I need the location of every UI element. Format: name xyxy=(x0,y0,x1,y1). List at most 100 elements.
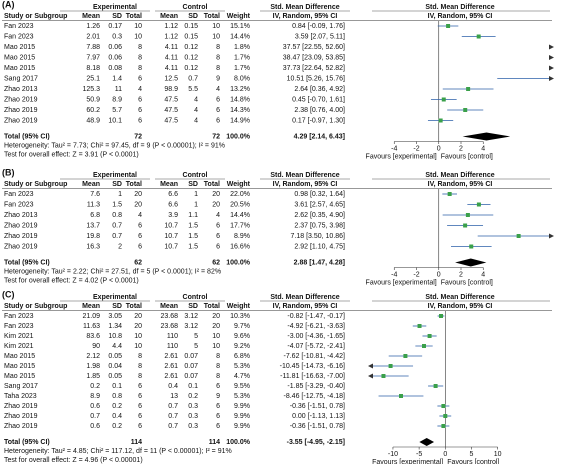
cell: -4.07 [-5.72, -2.41] xyxy=(287,343,345,350)
effect-square xyxy=(469,244,474,249)
cell: Kim 2021 xyxy=(4,333,34,340)
cell: 2.12 xyxy=(86,353,100,360)
column-header: Weight xyxy=(227,181,251,188)
column-header: Study or Subgroup xyxy=(4,303,67,310)
cell: 125.3 xyxy=(82,86,100,93)
cell: Kim 2021 xyxy=(4,343,34,350)
cell: 2.62 [0.35, 4.90] xyxy=(294,212,345,219)
cell: 2.37 [0.75, 3.98] xyxy=(294,222,345,229)
x-tick-label: -2 xyxy=(413,145,419,152)
effect-square xyxy=(381,374,386,378)
cell: 8 xyxy=(216,373,220,380)
cell: 0.06 xyxy=(108,54,122,61)
cell: Mao 2015 xyxy=(4,54,35,61)
cell: 1.5 xyxy=(188,233,198,240)
column-header: SD xyxy=(188,181,198,188)
x-tick-label: 2 xyxy=(459,271,463,278)
cell: -8.46 [-12.75, -4.18] xyxy=(284,393,346,400)
cell: 6 xyxy=(138,413,142,420)
cell: 4.4 xyxy=(112,343,122,350)
cell: 10 xyxy=(212,23,220,30)
cell: 8.18 xyxy=(86,65,100,72)
effect-square xyxy=(438,118,443,123)
cell: 10 xyxy=(134,333,142,340)
cell: 12.5 xyxy=(164,75,178,82)
cell: 6.6 xyxy=(168,191,178,198)
cell: 13 xyxy=(170,393,178,400)
cell: 1.85 xyxy=(86,373,100,380)
column-header: IV, Random, 95% CI xyxy=(428,181,493,188)
cell: 5.5 xyxy=(188,86,198,93)
cell: 19.8 xyxy=(86,233,100,240)
cell: 6 xyxy=(138,117,142,124)
cell: 3.59 [2.07, 5.11] xyxy=(295,33,345,40)
overall-effect: Test for overall effect: Z = 3.91 (P < 0… xyxy=(4,151,139,158)
cell: 16.3 xyxy=(86,243,100,250)
cell: 3.05 xyxy=(108,313,122,320)
cell: 20 xyxy=(134,201,142,208)
cell: 13.2% xyxy=(230,86,250,93)
cell: 4 xyxy=(194,107,198,114)
column-header: Study or Subgroup xyxy=(4,181,67,188)
total-cell: 72 xyxy=(134,133,142,140)
cell: 9 xyxy=(216,393,220,400)
cell: Zhao 2019 xyxy=(4,423,38,430)
effect-square xyxy=(427,334,432,338)
cell: 14.3% xyxy=(230,107,250,114)
cell: 25.1 xyxy=(86,75,100,82)
cell: 8.9 xyxy=(112,96,122,103)
total-cell: -3.55 [-4.95, -2.15] xyxy=(287,439,345,446)
cell: 0.17 [-0.97, 1.30] xyxy=(292,117,345,124)
cell: 0.45 [-0.70, 1.61] xyxy=(292,96,345,103)
cell: 4 xyxy=(194,117,198,124)
panel-label: (C) xyxy=(2,289,15,299)
cell: 0.3 xyxy=(188,423,198,430)
column-header: Study or Subgroup xyxy=(4,13,67,20)
group-header: Std. Mean Difference xyxy=(425,4,494,11)
cell: 20 xyxy=(134,313,142,320)
cell: Mao 2015 xyxy=(4,353,35,360)
cell: 6 xyxy=(138,107,142,114)
cell: 0.84 [-0.09, 1.76] xyxy=(292,23,345,30)
cell: 6 xyxy=(216,383,220,390)
cell: 13.7 xyxy=(86,222,100,229)
cell: 0.12 xyxy=(184,65,198,72)
cell: 0.15 xyxy=(184,33,198,40)
cell: 11.3 xyxy=(87,201,100,208)
total-cell: 100.0% xyxy=(226,259,251,266)
cell: 14.9% xyxy=(230,117,250,124)
effect-square xyxy=(421,344,426,348)
effect-square xyxy=(443,414,448,418)
cell: Zhao 2019 xyxy=(4,413,38,420)
cell: 0.7 xyxy=(112,222,122,229)
total-cell: 62 xyxy=(212,259,220,266)
cell: 10 xyxy=(212,343,220,350)
effect-square xyxy=(463,108,468,112)
cell: 10.3% xyxy=(230,313,250,320)
effect-square xyxy=(441,424,446,428)
group-header: Experimental xyxy=(93,172,137,179)
effect-square xyxy=(388,364,393,368)
cell: 83.6 xyxy=(86,333,100,340)
effect-square xyxy=(439,314,444,318)
cell: 0.4 xyxy=(168,383,178,390)
heterogeneity: Heterogeneity: Tau² = 4.85; Chi² = 117.1… xyxy=(4,448,232,455)
column-header: IV, Random, 95% CI xyxy=(273,181,338,188)
cell: 9.5% xyxy=(234,383,250,390)
cell: Mao 2015 xyxy=(4,44,35,51)
cell: 14.4% xyxy=(230,33,250,40)
effect-square xyxy=(465,213,470,217)
effect-square xyxy=(466,87,471,91)
favours-right: Favours [control] xyxy=(441,279,493,286)
group-header: Std. Mean Difference xyxy=(270,294,339,301)
cell: Fan 2023 xyxy=(4,33,34,40)
column-header: Mean xyxy=(160,303,178,310)
group-header: Std. Mean Difference xyxy=(425,172,494,179)
cell: Taha 2023 xyxy=(4,393,37,400)
cell: 48.9 xyxy=(86,117,100,124)
cell: 6 xyxy=(216,243,220,250)
cell: 6.6 xyxy=(168,201,178,208)
cell: 10.51 [5.26, 15.76] xyxy=(287,75,345,82)
cell: Fan 2023 xyxy=(4,313,34,320)
cell: Zhao 2013 xyxy=(4,86,38,93)
